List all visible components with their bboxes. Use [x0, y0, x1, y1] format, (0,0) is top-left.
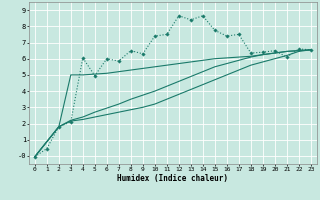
X-axis label: Humidex (Indice chaleur): Humidex (Indice chaleur) — [117, 174, 228, 183]
